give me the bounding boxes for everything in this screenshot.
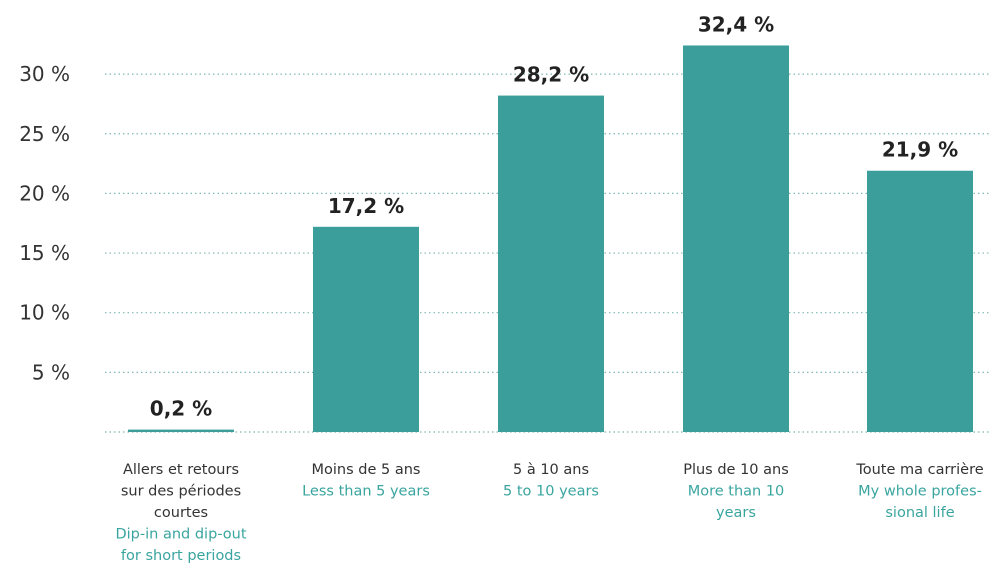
y-tick-label: 25 % (19, 122, 70, 146)
value-labels: 0,2 % 17,2 % 28,2 % 32,4 % 21,9 % (150, 12, 958, 420)
data-label: 17,2 % (328, 194, 404, 218)
data-label: 21,9 % (882, 138, 958, 162)
data-label: 32,4 % (698, 12, 774, 36)
y-tick-label: 20 % (19, 181, 70, 205)
category-label-en: My whole profes- (858, 484, 982, 500)
category-label-fr: Moins de 5 ans (312, 462, 421, 478)
y-axis-ticks: 5 % 10 % 15 % 20 % 25 % 30 % (19, 62, 70, 384)
category-label-en: Less than 5 years (302, 484, 430, 500)
category-label-en: for short periods (121, 548, 241, 563)
bar (313, 226, 419, 432)
category-label-fr: Allers et retours (123, 462, 239, 478)
data-label: 28,2 % (513, 63, 589, 87)
category-label-fr: Plus de 10 ans (683, 462, 789, 478)
bar (128, 429, 234, 432)
y-tick-label: 10 % (19, 301, 70, 325)
x-axis-categories: Allers et retours sur des périodes courtes… (115, 462, 983, 563)
category-label-en: Dip-in and dip-out (115, 527, 246, 543)
y-tick-label: 15 % (19, 241, 70, 265)
category-label-fr: Toute ma carrière (855, 462, 983, 478)
category-label-en: 5 to 10 years (503, 484, 599, 500)
bars (128, 45, 973, 433)
category-label-fr: 5 à 10 ans (513, 462, 589, 478)
category-label-en: More than 10 (688, 484, 785, 500)
bar (498, 95, 604, 432)
category-label-fr: courtes (154, 505, 208, 521)
bar (867, 170, 973, 432)
y-tick-label: 5 % (32, 360, 70, 384)
category-label-fr: sur des périodes (121, 484, 241, 500)
category-label-en: sional life (885, 505, 954, 521)
data-label: 0,2 % (150, 397, 212, 421)
category-label-en: years (716, 505, 756, 521)
y-tick-label: 30 % (19, 62, 70, 86)
bar (683, 45, 789, 433)
